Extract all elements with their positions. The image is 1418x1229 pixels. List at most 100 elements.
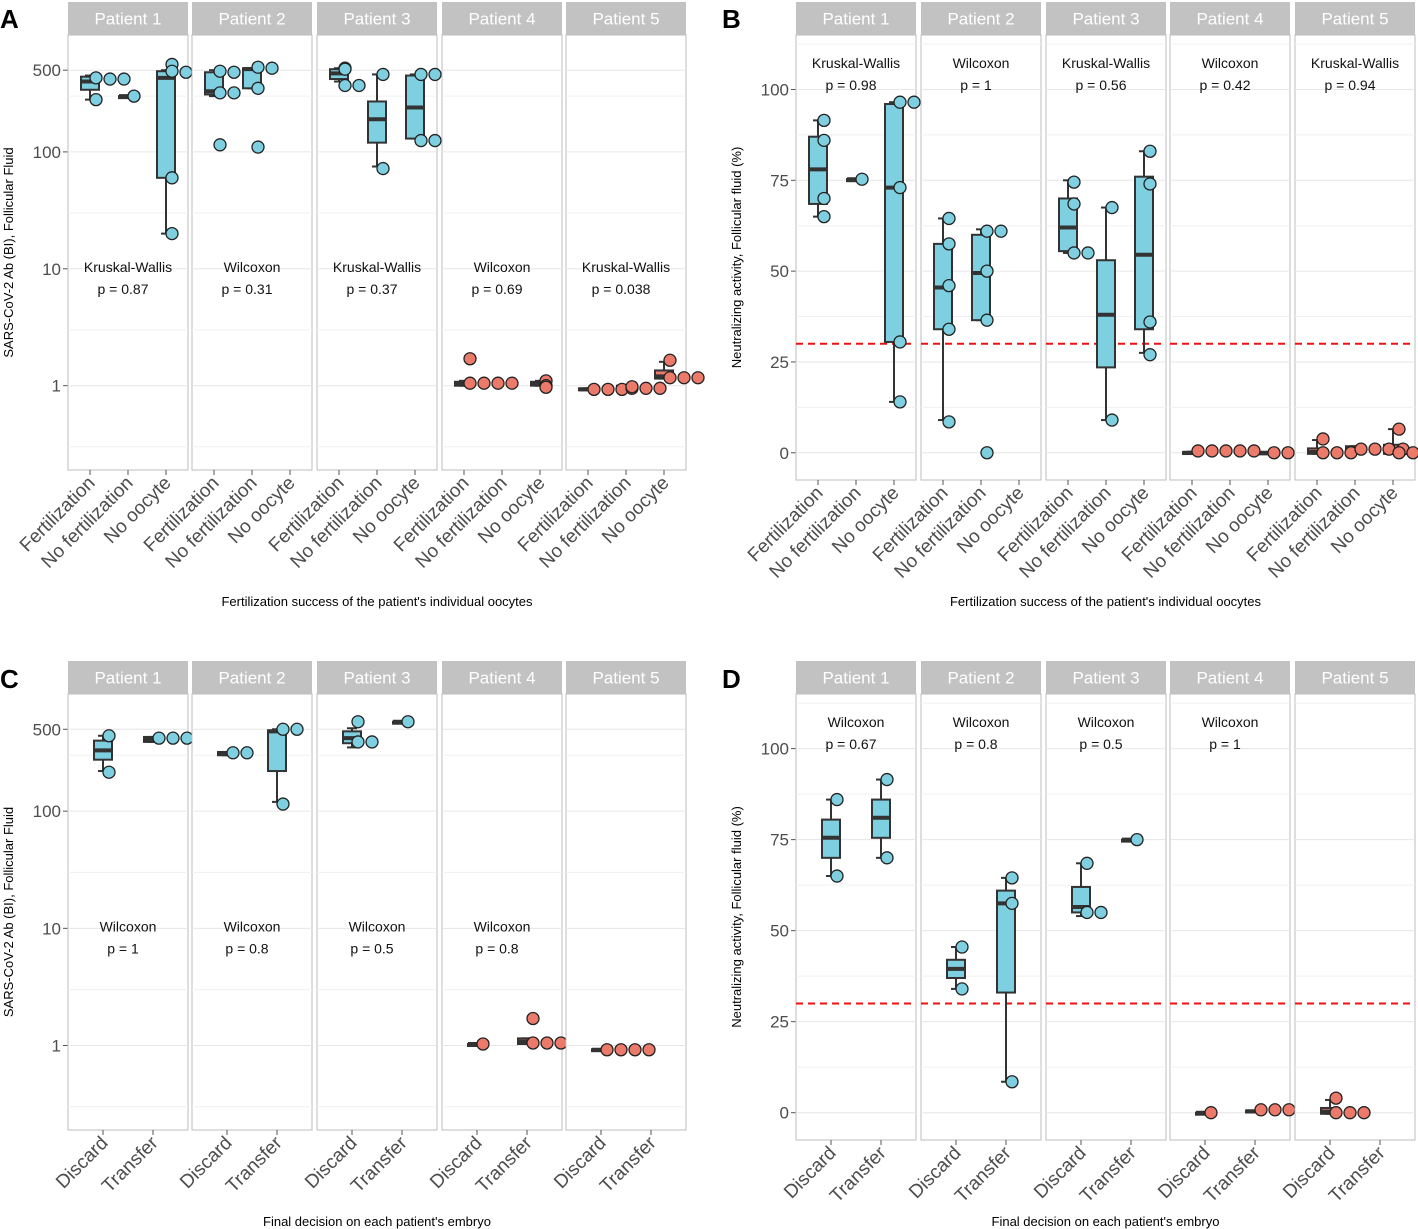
data-point (103, 72, 117, 86)
facet-strip (566, 2, 686, 35)
data-point (1354, 442, 1368, 456)
y-tick-label: 100 (33, 802, 61, 821)
chart-panel-b: B Neutralizing activity, Follicular fluid… (722, 2, 1418, 609)
data-point (414, 133, 428, 148)
data-point (1067, 175, 1081, 189)
data-point (276, 722, 290, 736)
y-tick-label: 500 (33, 720, 61, 739)
data-point (477, 376, 491, 390)
facet-strip (1295, 2, 1415, 35)
y-tick-label: 100 (33, 143, 61, 162)
data-point (89, 92, 103, 107)
facet-strip-title: Patient 1 (822, 10, 889, 29)
facet-strip-title: Patient 1 (94, 10, 161, 29)
data-point (1143, 348, 1157, 362)
facet-panel-border (1169, 693, 1291, 1141)
y-tick-label: 25 (770, 1013, 789, 1032)
stat-test-label: Wilcoxon (349, 918, 406, 934)
stat-test-label: Kruskal-Wallis (582, 259, 670, 275)
data-point (942, 322, 956, 336)
data-point (893, 335, 907, 349)
data-point (817, 133, 831, 147)
facet-strip (317, 2, 437, 35)
data-point (414, 67, 428, 82)
facet-strip-title: Patient 2 (218, 669, 285, 688)
data-point (251, 140, 265, 154)
facet-strip (1170, 661, 1290, 694)
data-point (165, 64, 179, 78)
facet-panel-border (565, 693, 687, 1131)
data-point (463, 352, 477, 366)
data-point (677, 371, 691, 385)
data-point (1357, 1106, 1371, 1120)
data-point (251, 81, 265, 95)
facet-strip (796, 661, 916, 694)
y-tick-label: 50 (770, 262, 789, 281)
facet-strip-title: Patient 3 (1072, 669, 1139, 688)
facet-panel-border (565, 34, 687, 471)
x-tick-label: Transfer (951, 1142, 1016, 1207)
p-value-label: p = 0.5 (1079, 736, 1122, 752)
data-point (955, 940, 969, 954)
data-point (942, 279, 956, 293)
data-point (817, 113, 831, 128)
data-point (1005, 1075, 1019, 1089)
stat-test-label: Kruskal-Wallis (1062, 55, 1150, 71)
panel-letter: C (0, 664, 19, 694)
data-point (1281, 446, 1295, 460)
data-point (1081, 246, 1095, 260)
data-point (1130, 832, 1144, 847)
data-point (1105, 200, 1119, 215)
boxplot (808, 119, 828, 218)
facet-strip-title: Patient 2 (218, 10, 285, 29)
p-value-label: p = 0.038 (592, 281, 651, 297)
data-point (180, 731, 194, 745)
data-point (152, 731, 166, 745)
facet-panel-border (67, 693, 189, 1131)
p-value-label: p = 0.31 (222, 281, 273, 297)
data-point (1143, 315, 1157, 329)
facet-strip (1295, 661, 1415, 694)
x-tick-label: Transfer (222, 1132, 287, 1197)
data-point (1329, 1106, 1343, 1120)
data-point (1329, 1091, 1343, 1105)
data-point (628, 1043, 642, 1057)
data-point (376, 161, 390, 176)
x-axis-title: Final decision on each patient's embryo (992, 1214, 1220, 1229)
data-point (351, 715, 365, 729)
facet-panel-border (441, 34, 563, 471)
facet-panel-border (441, 693, 563, 1131)
stat-test-label: Wilcoxon (224, 259, 281, 275)
data-point (614, 1043, 628, 1057)
data-point (994, 224, 1008, 238)
p-value-label: p = 0.98 (826, 77, 877, 93)
y-axis-title: Neutralizing activity, Follicular fluid … (729, 806, 744, 1028)
boxplot (367, 73, 387, 168)
facet-strip-title: Patient 3 (343, 10, 410, 29)
data-point (1105, 413, 1119, 427)
data-point (102, 729, 116, 743)
y-axis-title: SARS-CoV-2 Ab (BI), Follicular Fluid (1, 807, 16, 1017)
facet-panel-border (191, 693, 313, 1131)
data-point (1392, 422, 1406, 436)
data-point (980, 224, 994, 238)
y-tick-label: 10 (42, 919, 61, 938)
box-iqr (884, 103, 904, 343)
data-point (1282, 1103, 1296, 1117)
y-tick-label: 1 (52, 1036, 61, 1055)
data-point (942, 415, 956, 429)
y-tick-label: 50 (770, 922, 789, 941)
data-point (226, 746, 240, 760)
data-point (463, 376, 477, 390)
stat-test-label: Kruskal-Wallis (812, 55, 900, 71)
data-point (276, 797, 290, 811)
data-point (1005, 896, 1019, 910)
data-point (213, 86, 227, 100)
data-point (1094, 905, 1108, 920)
p-value-label: p = 0.42 (1200, 77, 1251, 93)
